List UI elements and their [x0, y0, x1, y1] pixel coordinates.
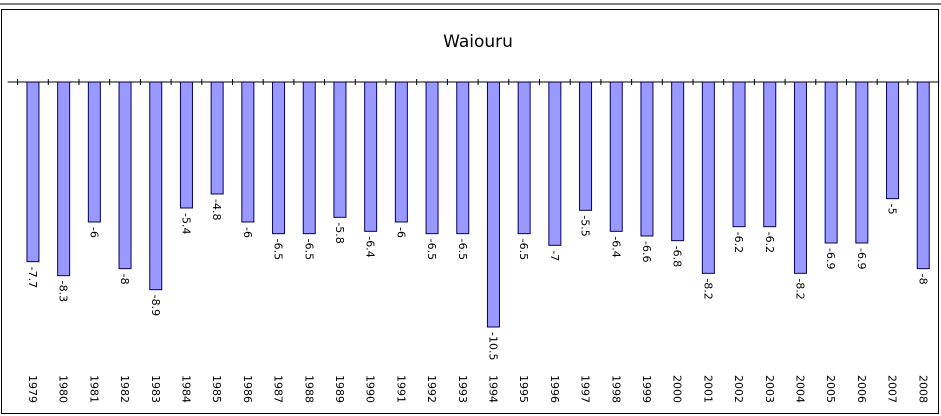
- x-tick-label: 2004: [793, 375, 806, 403]
- x-tick-label: 1986: [241, 375, 254, 403]
- x-tick-label: 2002: [732, 375, 745, 403]
- x-tick-label: 1988: [302, 375, 315, 403]
- bar: [824, 81, 838, 244]
- value-label: -6.5: [425, 239, 438, 260]
- bar: [425, 81, 439, 235]
- bar: [886, 81, 900, 200]
- x-tick-label: 1987: [272, 375, 285, 403]
- value-label: -6.5: [517, 239, 530, 260]
- value-label: -6.9: [855, 248, 868, 269]
- x-tick-label: 2006: [855, 375, 868, 403]
- value-label: -6.4: [609, 236, 622, 257]
- x-tick-label: 1998: [609, 375, 622, 403]
- x-tick-label: 1991: [394, 375, 407, 403]
- value-label: -6.2: [732, 232, 745, 253]
- value-label: -6.9: [824, 248, 837, 269]
- bar: [609, 81, 623, 232]
- x-tick-label: 2008: [916, 375, 929, 403]
- x-tick-label: 1980: [57, 375, 70, 403]
- value-label: -4.8: [210, 199, 223, 220]
- x-tick-label: 1993: [456, 375, 469, 403]
- x-tick-label: 1985: [210, 375, 223, 403]
- value-label: -7.7: [26, 267, 39, 288]
- bar: [701, 81, 715, 274]
- value-label: -5.4: [179, 213, 192, 234]
- bar: [793, 81, 807, 274]
- value-label: -5.5: [579, 215, 592, 236]
- x-tick-label: 1984: [179, 375, 192, 403]
- bar: [149, 81, 163, 291]
- bar: [57, 81, 71, 277]
- x-tick-label: 2005: [824, 375, 837, 403]
- bar: [855, 81, 869, 244]
- value-label: -6.8: [671, 246, 684, 267]
- value-label: -8.3: [57, 281, 70, 302]
- x-tick-label: 1979: [26, 375, 39, 403]
- x-tick-label: 1999: [640, 375, 653, 403]
- value-label: -8: [916, 274, 929, 285]
- bar: [210, 81, 224, 195]
- value-label: -8.2: [793, 278, 806, 299]
- x-tick-label: 1994: [486, 375, 499, 403]
- x-tick-label: 1990: [364, 375, 377, 403]
- x-tick-label: 2007: [886, 375, 899, 403]
- x-tick-label: 2003: [763, 375, 776, 403]
- bar: [579, 81, 593, 211]
- x-tick-label: 1996: [548, 375, 561, 403]
- bar: [364, 81, 378, 232]
- bar: [241, 81, 255, 223]
- x-tick-label: 2001: [701, 375, 714, 403]
- value-label: -5: [886, 204, 899, 215]
- bar: [272, 81, 286, 235]
- value-label: -8: [118, 274, 131, 285]
- bar: [179, 81, 193, 209]
- x-tick-label: 1997: [579, 375, 592, 403]
- bar: [548, 81, 562, 246]
- value-label: -7: [548, 250, 561, 261]
- value-label: -6: [87, 227, 100, 238]
- value-label: -8.2: [701, 278, 714, 299]
- bar: [763, 81, 777, 228]
- x-tick-label: 2000: [671, 375, 684, 403]
- value-label: -6.5: [272, 239, 285, 260]
- bar: [517, 81, 531, 235]
- bar: [916, 81, 930, 270]
- bar: [640, 81, 654, 237]
- bar: [26, 81, 40, 263]
- chart-title: Waiouru: [443, 32, 513, 52]
- value-label: -6.5: [302, 239, 315, 260]
- bar: [456, 81, 470, 235]
- value-label: -6.6: [640, 241, 653, 262]
- bar: [394, 81, 408, 223]
- bar: [118, 81, 132, 270]
- x-tick-label: 1983: [149, 375, 162, 403]
- value-label: -6: [241, 227, 254, 238]
- value-label: -6.4: [364, 236, 377, 257]
- bar: [732, 81, 746, 228]
- value-label: -8.9: [149, 295, 162, 316]
- value-label: -6: [394, 227, 407, 238]
- x-tick-label: 1995: [517, 375, 530, 403]
- x-tick-label: 1981: [87, 375, 100, 403]
- x-tick-label: 1989: [333, 375, 346, 403]
- bar: [486, 81, 500, 328]
- bar: [87, 81, 101, 223]
- value-label: -6.2: [763, 232, 776, 253]
- bar: [671, 81, 685, 242]
- x-tick-label: 1992: [425, 375, 438, 403]
- value-label: -10.5: [486, 332, 499, 360]
- value-label: -6.5: [456, 239, 469, 260]
- bar: [302, 81, 316, 235]
- x-tick-label: 1982: [118, 375, 131, 403]
- bar: [333, 81, 347, 218]
- value-label: -5.8: [333, 222, 346, 243]
